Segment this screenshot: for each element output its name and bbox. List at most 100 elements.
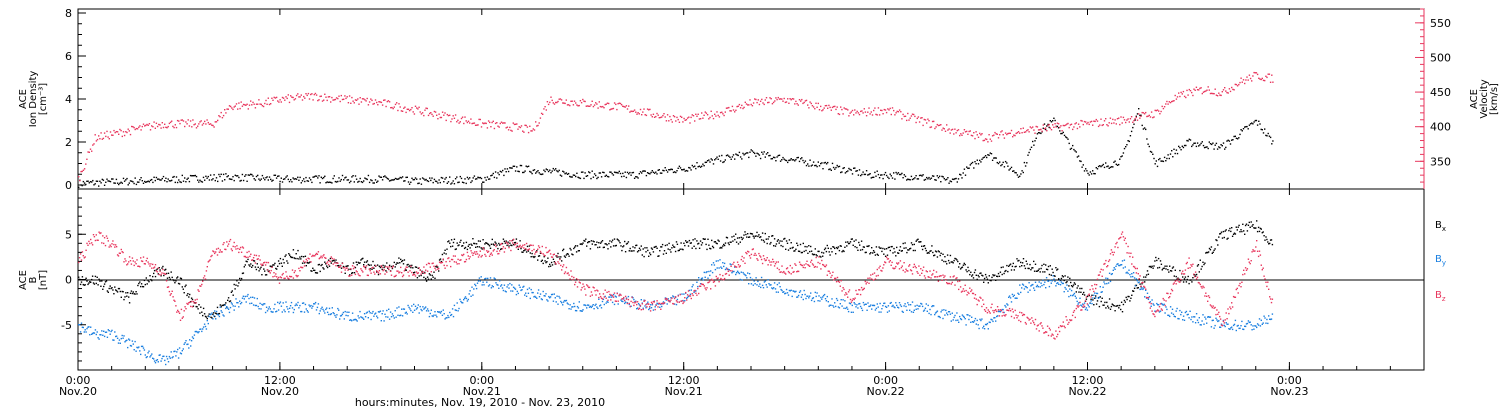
by-point: [686, 297, 688, 299]
velocity-point: [1244, 82, 1246, 85]
velocity-point: [344, 95, 346, 97]
velocity-point: [456, 121, 458, 123]
bx-point: [753, 237, 755, 239]
by-point: [475, 287, 478, 290]
velocity-point: [1085, 121, 1087, 123]
by-point: [1035, 285, 1038, 288]
velocity-tick-label: 500: [1430, 51, 1451, 64]
by-point: [728, 269, 730, 271]
bx-point: [153, 269, 156, 272]
by-point: [675, 303, 678, 306]
density-point: [763, 151, 765, 153]
bx-point: [181, 286, 183, 288]
by-point: [1215, 317, 1217, 319]
velocity-point: [673, 116, 676, 118]
bz-point: [101, 242, 103, 244]
density-point: [691, 164, 693, 167]
density-point: [482, 181, 484, 183]
density-point: [485, 179, 487, 181]
by-point: [474, 283, 476, 286]
by-point: [997, 310, 1000, 313]
bz-point: [229, 238, 232, 241]
by-point: [214, 310, 216, 312]
by-point: [143, 349, 146, 351]
bx-point: [358, 262, 360, 264]
by-point: [984, 323, 987, 326]
by-point: [1094, 292, 1096, 294]
velocity-point: [525, 124, 527, 127]
bz-point: [219, 249, 221, 251]
bx-point: [785, 240, 788, 242]
bx-point: [673, 246, 675, 248]
bx-point: [613, 238, 616, 240]
bx-point: [285, 254, 287, 256]
velocity-point: [1082, 123, 1084, 126]
density-tick-label: 8: [65, 7, 72, 20]
by-point: [700, 277, 703, 280]
velocity-point: [802, 102, 804, 105]
bx-point: [184, 285, 186, 288]
density-point: [434, 180, 437, 182]
density-point: [275, 177, 278, 179]
bx-point: [545, 261, 547, 264]
velocity-point: [898, 109, 901, 111]
velocity-point: [345, 97, 347, 100]
bx-point: [695, 247, 697, 250]
by-point: [941, 309, 943, 311]
bx-point: [1049, 265, 1051, 267]
by-point: [686, 296, 689, 299]
bx-point: [1194, 275, 1197, 277]
bx-point: [345, 265, 347, 268]
bx-point: [174, 282, 176, 284]
velocity-point: [115, 131, 118, 133]
by-point: [369, 312, 371, 314]
velocity-point: [1072, 128, 1074, 131]
bx-point: [1244, 233, 1246, 235]
bx-point: [1047, 265, 1050, 268]
velocity-point: [159, 124, 161, 126]
by-point: [487, 285, 490, 287]
by-point: [323, 310, 325, 312]
bx-point: [543, 256, 545, 258]
density-point: [471, 180, 473, 182]
velocity-point: [252, 101, 254, 104]
bx-point: [441, 253, 444, 256]
velocity-point: [956, 129, 958, 132]
velocity-point: [1227, 92, 1229, 94]
by-point: [939, 316, 941, 319]
bx-point: [623, 245, 625, 247]
by-point: [539, 293, 542, 295]
by-point: [344, 310, 346, 313]
velocity-point: [759, 100, 762, 102]
bx-point: [1233, 232, 1236, 234]
density-point: [705, 161, 708, 163]
by-point: [546, 299, 548, 301]
velocity-point: [752, 102, 755, 104]
velocity-point: [596, 103, 598, 105]
density-point: [696, 162, 698, 164]
density-point: [371, 179, 373, 182]
velocity-point: [1208, 89, 1210, 91]
velocity-point: [107, 136, 109, 138]
density-point: [469, 177, 471, 179]
by-point: [1052, 275, 1054, 277]
velocity-point: [697, 113, 699, 115]
bx-point: [1118, 307, 1120, 309]
density-point: [1024, 165, 1027, 167]
velocity-point: [1066, 123, 1068, 125]
velocity-point: [405, 111, 407, 114]
bz-point: [124, 258, 126, 260]
bx-point: [934, 250, 937, 252]
density-point: [796, 157, 798, 159]
by-point: [1061, 282, 1064, 285]
bz-point: [146, 257, 148, 260]
density-point: [530, 171, 532, 173]
bx-point: [1060, 277, 1063, 280]
by-point: [500, 285, 502, 287]
velocity-point: [618, 102, 620, 104]
bx-point: [592, 240, 594, 242]
bz-point: [241, 246, 244, 248]
legend-bx-name: B: [1435, 220, 1442, 231]
bz-point: [119, 252, 121, 254]
velocity-point: [314, 92, 317, 95]
